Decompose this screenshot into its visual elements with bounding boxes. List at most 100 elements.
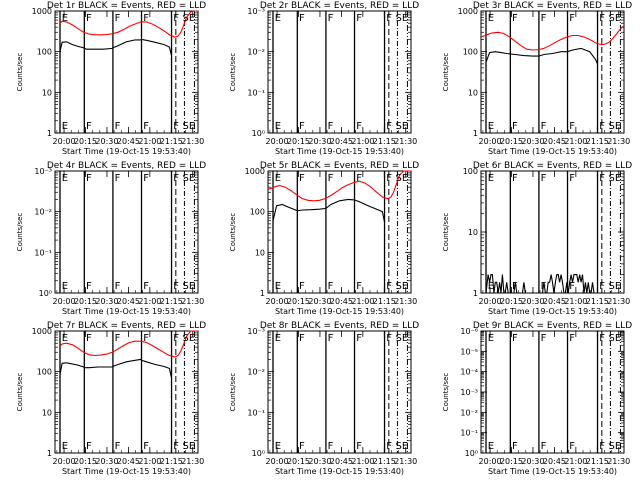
flag-letter-bottom: SE xyxy=(396,281,409,292)
y-tick-label: 10 xyxy=(468,228,478,237)
y-tick-label: 100 xyxy=(37,48,52,57)
x-tick-label: 21:15 xyxy=(160,297,183,306)
flag-letter-bottom: F xyxy=(541,121,547,132)
flag-letter-bottom: F xyxy=(115,441,121,452)
flag-letter-bottom: F xyxy=(356,281,362,292)
x-tick-label: 21:15 xyxy=(586,457,609,466)
x-tick-label: 20:30 xyxy=(95,297,118,306)
flag-letter-bottom: E xyxy=(275,121,281,132)
x-tick-label: 21:30 xyxy=(181,297,204,306)
flag-letter-bottom: SE xyxy=(396,121,409,132)
flag-letter-bottom: F xyxy=(143,281,149,292)
x-tick-label: 20:45 xyxy=(543,137,566,146)
x-tick-label: 21:00 xyxy=(564,457,587,466)
flag-letter-top: F xyxy=(143,173,149,184)
x-axis-label: Start Time (19-Oct-15 19:53:40) xyxy=(62,307,191,316)
flag-letter-top: E xyxy=(275,333,281,344)
x-tick-label: 20:45 xyxy=(330,297,353,306)
panel-title: Det 2r BLACK = Events, RED = LLD xyxy=(260,1,419,11)
x-tick-label: 21:15 xyxy=(373,137,396,146)
y-tick-label: 10⁻² xyxy=(460,408,478,417)
panel-title: Det 8r BLACK = Events, RED = LLD xyxy=(260,321,419,331)
flag-letter-bottom: F xyxy=(512,121,518,132)
x-tick-label: 20:30 xyxy=(95,457,118,466)
y-axis-label: Counts/sec xyxy=(442,373,450,412)
flag-letter-bottom: F xyxy=(86,281,92,292)
x-tick-label: 20:45 xyxy=(330,137,353,146)
panel-det-9: Det 9r BLACK = Events, RED = LLD 10⁰ 10⁻¹ 1… xyxy=(442,321,632,476)
x-tick-label: 20:30 xyxy=(521,297,544,306)
flag-letter-bottom: SE xyxy=(183,441,196,452)
flag-letter-top: SE xyxy=(183,13,196,24)
y-tick-label: 10⁻⁵ xyxy=(460,347,478,356)
x-tick-label: 21:00 xyxy=(564,137,587,146)
y-tick-label: 1 xyxy=(47,449,52,458)
y-tick-label: 10 xyxy=(42,88,52,97)
y-tick-label: 100 xyxy=(37,368,52,377)
flag-letter-bottom: F xyxy=(328,121,334,132)
y-axis-label: Counts/sec xyxy=(16,213,24,252)
x-tick-label: 21:30 xyxy=(394,297,417,306)
flag-letter-bottom: F xyxy=(569,441,575,452)
flag-letter-bottom: F xyxy=(599,121,605,132)
x-tick-label: 20:30 xyxy=(308,137,331,146)
flag-letter-bottom: SE xyxy=(609,281,622,292)
flag-letter-top: E xyxy=(275,173,281,184)
x-tick-label: 21:15 xyxy=(586,297,609,306)
x-tick-label: 20:15 xyxy=(500,137,523,146)
flag-letter-bottom: SE xyxy=(183,281,196,292)
flag-letter-bottom: F xyxy=(173,281,179,292)
series-events-line xyxy=(272,198,386,223)
x-tick-label: 20:15 xyxy=(287,137,310,146)
flag-letter-bottom: E xyxy=(488,441,494,452)
flag-letter-top: F xyxy=(86,13,92,24)
flag-letter-bottom: SE xyxy=(609,121,622,132)
x-axis-label: Start Time (19-Oct-15 19:53:40) xyxy=(488,467,617,476)
x-tick-label: 21:30 xyxy=(181,137,204,146)
x-tick-label: 20:30 xyxy=(521,457,544,466)
plot-frame xyxy=(54,330,199,454)
x-tick-label: 21:00 xyxy=(138,297,161,306)
series-events-line xyxy=(59,358,173,379)
panel-title: Det 7r BLACK = Events, RED = LLD xyxy=(47,321,206,331)
flag-letter-top: F xyxy=(173,173,179,184)
y-tick-label: 10⁰ xyxy=(252,449,265,458)
x-tick-label: 21:00 xyxy=(351,297,374,306)
flag-letter-top: F xyxy=(115,13,121,24)
flag-letter-bottom: F xyxy=(599,441,605,452)
flag-letter-bottom: F xyxy=(356,441,362,452)
y-tick-label: 100 xyxy=(463,167,478,176)
flag-letter-bottom: F xyxy=(569,121,575,132)
x-tick-label: 20:30 xyxy=(308,297,331,306)
flag-letter-top: SE xyxy=(609,173,622,184)
y-tick-label: 1 xyxy=(473,289,478,298)
flag-letter-top: F xyxy=(569,173,575,184)
panel-det-2: Det 2r BLACK = Events, RED = LLD 10⁰ 10⁻¹ 1… xyxy=(229,1,419,156)
flag-letter-top: F xyxy=(569,13,575,24)
x-tick-label: 20:45 xyxy=(330,457,353,466)
y-axis-label: Counts/sec xyxy=(16,53,24,92)
flag-letter-top: F xyxy=(569,333,575,344)
flag-letter-bottom: E xyxy=(488,121,494,132)
flag-letter-top: E xyxy=(488,173,494,184)
x-tick-label: 20:00 xyxy=(479,137,502,146)
flag-letter-top: F xyxy=(541,13,547,24)
flag-letter-top: F xyxy=(541,333,547,344)
flag-letter-top: F xyxy=(356,173,362,184)
x-tick-label: 20:00 xyxy=(53,137,76,146)
flag-letter-bottom: F xyxy=(328,281,334,292)
y-tick-label: 1 xyxy=(260,289,265,298)
flag-letter-bottom: F xyxy=(86,441,92,452)
flag-letter-top: F xyxy=(356,333,362,344)
flag-letter-top: F xyxy=(512,13,518,24)
flag-letter-bottom: F xyxy=(356,121,362,132)
panel-det-7: Det 7r BLACK = Events, RED = LLD 1 10 100 10… xyxy=(16,321,206,476)
flag-letter-bottom: F xyxy=(386,281,392,292)
flag-letter-bottom: F xyxy=(299,121,305,132)
flag-letter-bottom: F xyxy=(115,281,121,292)
plot-frame xyxy=(480,10,625,134)
flag-letter-top: F xyxy=(115,173,121,184)
x-tick-label: 20:45 xyxy=(543,297,566,306)
x-axis-label: Start Time (19-Oct-15 19:53:40) xyxy=(275,467,404,476)
flag-letter-top: F xyxy=(356,13,362,24)
